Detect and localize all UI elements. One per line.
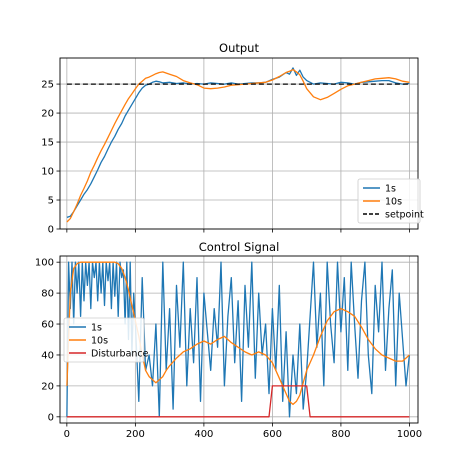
series-line-1s [66, 261, 411, 418]
x-tick-label: 600 [263, 429, 282, 440]
y-tick-label: 10 [41, 167, 54, 178]
y-tick-label: 80 [41, 289, 54, 300]
y-tick-label: 60 [41, 320, 54, 331]
x-tick-label: 400 [194, 429, 213, 440]
y-tick-label: 20 [41, 109, 54, 120]
x-tick-label: 800 [331, 429, 350, 440]
y-tick-label: 0 [48, 412, 54, 423]
x-tick-label: 200 [126, 429, 145, 440]
legend-box [357, 178, 421, 224]
axes-frame [59, 57, 419, 230]
x-tick-label: 1000 [397, 429, 422, 440]
legend-label: 1s [91, 323, 102, 334]
series-line-10s [66, 261, 410, 406]
series-line-10s [66, 68, 410, 223]
y-tick-label: 15 [41, 138, 54, 149]
chart-title: Control Signal [199, 240, 280, 254]
legend-label: 1s [385, 184, 396, 195]
output-panel: Output 0 5 10 15 20 25 1s 10s setpoint [41, 41, 424, 236]
legend: 1s 10s setpoint [357, 178, 424, 224]
control-signal-panel: Control Signal 0 200 400 600 800 1000 0 20 40 60 80… [35, 240, 422, 440]
series-line-disturbance [66, 385, 410, 418]
legend-label: 10s [91, 336, 108, 347]
y-tick-label: 25 [41, 80, 54, 91]
axes-frame [59, 255, 419, 424]
legend: 1s 10s Disturbance [63, 317, 149, 363]
y-tick-label: 0 [48, 225, 54, 236]
y-tick-label: 40 [41, 350, 54, 361]
y-tick-label: 5 [48, 196, 54, 207]
chart-title: Output [219, 41, 259, 55]
x-tick-label: 0 [64, 429, 70, 440]
legend-label: setpoint [385, 210, 424, 221]
legend-label: Disturbance [91, 349, 149, 360]
legend-box [63, 317, 145, 363]
y-tick-label: 100 [35, 258, 54, 269]
y-tick-label: 20 [41, 381, 54, 392]
legend-label: 10s [385, 197, 402, 208]
